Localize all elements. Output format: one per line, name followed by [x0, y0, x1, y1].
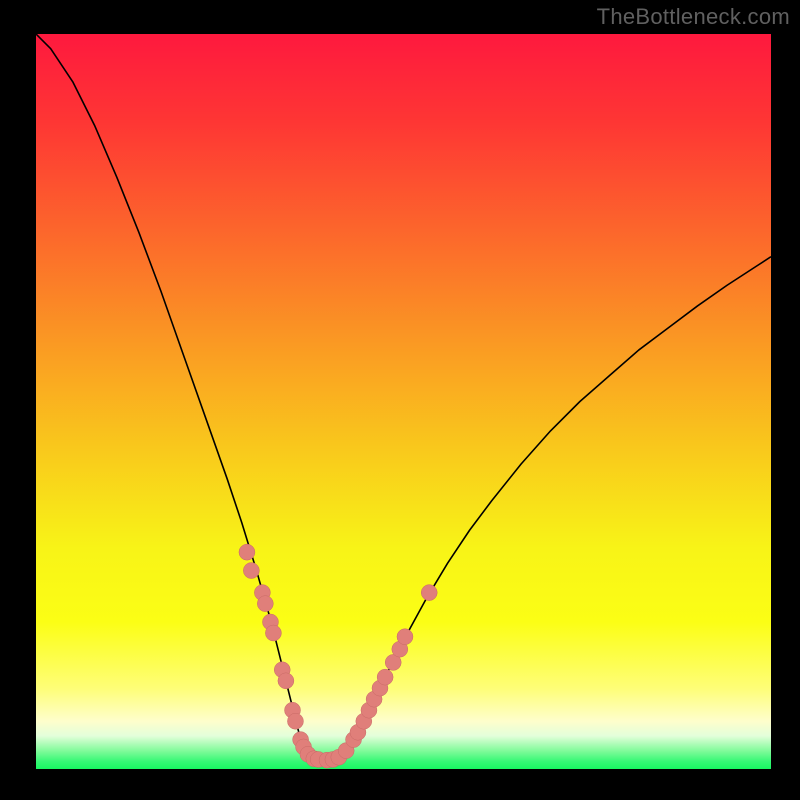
watermark-text: TheBottleneck.com	[597, 4, 790, 30]
plot-background	[36, 34, 771, 769]
plot-svg	[36, 34, 771, 769]
data-marker	[421, 585, 437, 601]
data-marker	[377, 669, 393, 685]
data-marker	[257, 596, 273, 612]
data-marker	[278, 673, 294, 689]
data-marker	[239, 544, 255, 560]
data-marker	[265, 625, 281, 641]
data-marker	[287, 713, 303, 729]
data-marker	[243, 563, 259, 579]
plot-area	[36, 34, 771, 769]
data-marker	[397, 629, 413, 645]
chart-frame: TheBottleneck.com	[0, 0, 800, 800]
